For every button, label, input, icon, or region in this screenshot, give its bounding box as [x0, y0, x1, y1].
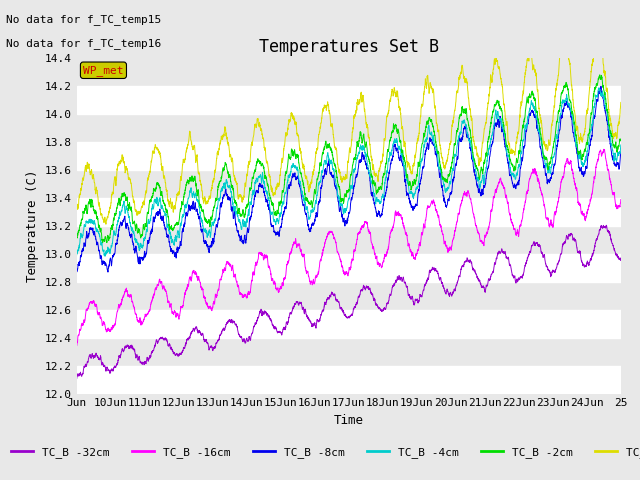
X-axis label: Time: Time: [334, 414, 364, 427]
Bar: [77, 253, 621, 282]
Text: No data for f_TC_temp16: No data for f_TC_temp16: [6, 38, 162, 49]
Bar: [77, 366, 621, 394]
Y-axis label: Temperature (C): Temperature (C): [26, 169, 40, 282]
Bar: [77, 85, 621, 114]
Title: Temperatures Set B: Temperatures Set B: [259, 38, 439, 56]
Bar: [77, 310, 621, 337]
Text: WP_met: WP_met: [83, 65, 124, 76]
Bar: [77, 142, 621, 169]
Bar: [77, 198, 621, 226]
Text: No data for f_TC_temp15: No data for f_TC_temp15: [6, 14, 162, 25]
Legend: TC_B -32cm, TC_B -16cm, TC_B -8cm, TC_B -4cm, TC_B -2cm, TC_B +4cm: TC_B -32cm, TC_B -16cm, TC_B -8cm, TC_B …: [6, 443, 640, 463]
